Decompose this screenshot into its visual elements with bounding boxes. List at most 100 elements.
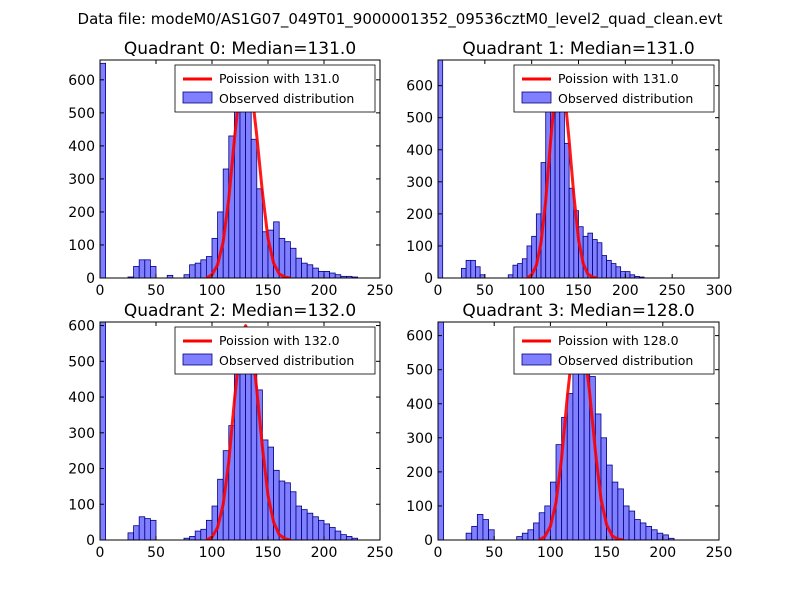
- legend-label-observed: Observed distribution: [558, 353, 693, 368]
- histogram-bar: [189, 536, 196, 540]
- histogram-bar: [624, 271, 631, 278]
- legend-box: [174, 64, 376, 113]
- histogram-bar: [617, 488, 624, 540]
- histogram-bar: [200, 259, 207, 278]
- x-tick-label: 250: [367, 283, 394, 299]
- legend-bar-swatch: [521, 91, 552, 104]
- histogram-bar: [639, 522, 647, 540]
- x-tick-label: 0: [434, 545, 443, 561]
- histogram-bar: [554, 85, 561, 278]
- histogram-bar: [471, 525, 478, 540]
- x-tick-label: 0: [96, 283, 105, 299]
- legend-box: [513, 64, 715, 113]
- x-tick-label: 50: [147, 283, 165, 299]
- histogram-bar: [245, 100, 252, 278]
- panel-title: Quadrant 1: Median=131.0: [462, 39, 694, 59]
- y-tick-label: 100: [406, 239, 433, 255]
- histogram-bar: [133, 266, 140, 278]
- histogram-bar: [517, 263, 523, 278]
- y-tick-label: 0: [424, 533, 433, 549]
- y-tick-label: 500: [68, 106, 95, 122]
- y-tick-label: 300: [68, 426, 95, 442]
- histogram-bar: [628, 510, 636, 540]
- histogram-bar: [194, 530, 202, 540]
- legend-label-observed: Observed distribution: [558, 91, 693, 106]
- axes-frame: [437, 321, 720, 541]
- histogram-bar: [245, 346, 252, 540]
- x-tick-label: 250: [367, 545, 394, 561]
- quadrant-1-chart: 0 50 100 150 200 250 300 0 100 200 300 400 500 600 Qua…: [406, 39, 732, 299]
- legend-label-poisson: Poission with 131.0: [558, 71, 679, 86]
- histogram-bar: [645, 525, 652, 540]
- histogram-bar: [278, 480, 286, 540]
- x-tick-label: 100: [199, 283, 226, 299]
- histogram-bar: [596, 242, 603, 278]
- histogram-bar: [250, 138, 258, 278]
- legend-box: [174, 326, 376, 375]
- y-tick-label: 200: [406, 207, 433, 223]
- y-tick-label: 100: [68, 497, 95, 513]
- y-tick-label: 500: [406, 111, 433, 127]
- histogram-bar: [301, 509, 308, 540]
- histogram-bar: [323, 523, 330, 540]
- x-tick-label: 300: [706, 283, 733, 299]
- histogram-bar: [345, 536, 353, 540]
- histogram-bar: [512, 264, 519, 278]
- legend-bar-swatch: [182, 91, 213, 104]
- histogram-bar: [606, 259, 612, 278]
- panel-title: Quadrant 2: Median=132.0: [124, 301, 356, 321]
- legend: Poission with 128.0 Observed distribution: [513, 326, 715, 375]
- x-tick-label: 50: [476, 283, 494, 299]
- histogram-bar: [592, 239, 598, 278]
- histogram-bar: [475, 266, 481, 278]
- histogram-bar: [623, 505, 630, 540]
- histogram-bar: [200, 528, 207, 540]
- x-tick-label: 150: [593, 545, 620, 561]
- histogram-bar: [610, 263, 617, 278]
- histogram-bar: [533, 522, 540, 540]
- panel-title: Quadrant 3: Median=128.0: [462, 301, 694, 321]
- histogram-bar: [615, 266, 622, 278]
- histogram-bar: [312, 516, 319, 540]
- histogram-bar: [256, 188, 263, 278]
- y-tick-label: 200: [68, 462, 95, 478]
- histogram-bar: [133, 525, 140, 540]
- histogram-bar: [656, 532, 664, 540]
- histogram-bar: [144, 259, 151, 278]
- y-tick-label: 300: [406, 175, 433, 191]
- legend-label-observed: Observed distribution: [219, 91, 354, 106]
- histogram-bar: [100, 62, 106, 278]
- histogram-bar: [312, 267, 319, 278]
- plot-area: [100, 322, 358, 540]
- x-tick-label: 100: [518, 283, 545, 299]
- x-tick-label: 150: [255, 283, 282, 299]
- x-tick-label: 0: [434, 283, 443, 299]
- histogram-bar: [278, 237, 286, 278]
- legend-label-poisson: Poission with 132.0: [219, 333, 340, 348]
- legend-bar-swatch: [182, 353, 213, 366]
- histogram-bar: [662, 534, 669, 540]
- histogram-bar: [620, 271, 626, 278]
- histogram-bar: [572, 345, 579, 540]
- y-tick-label: 0: [86, 533, 95, 549]
- histogram-bar: [295, 505, 302, 540]
- x-tick-label: 100: [199, 545, 226, 561]
- histogram-bar: [295, 257, 302, 278]
- x-tick-label: 200: [612, 283, 639, 299]
- x-tick-label: 100: [537, 545, 564, 561]
- histogram-bar: [476, 514, 484, 540]
- histogram-bar: [239, 368, 246, 540]
- histogram-bar: [611, 481, 619, 540]
- histogram-bar: [306, 264, 314, 278]
- quadrant-3-chart: 0 50 100 150 200 250 0 100 200 300 400 500 600 Quadra…: [406, 301, 732, 561]
- histogram-bar: [284, 482, 291, 540]
- legend: Poission with 131.0 Observed distribution: [174, 64, 376, 113]
- histogram-bar: [470, 259, 476, 278]
- x-tick-label: 200: [311, 283, 338, 299]
- histogram-bar: [189, 264, 196, 278]
- x-tick-label: 150: [255, 545, 282, 561]
- histogram-bar: [438, 322, 445, 540]
- histogram-bar: [289, 491, 297, 540]
- y-tick-label: 400: [68, 139, 95, 155]
- histogram-bar: [306, 512, 314, 540]
